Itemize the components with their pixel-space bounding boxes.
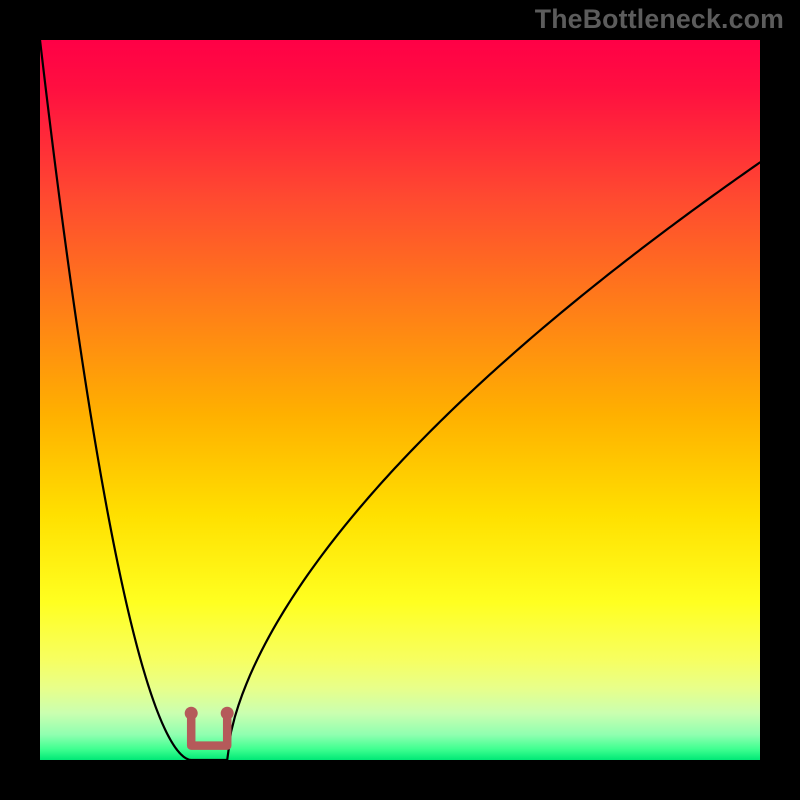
plot-background	[40, 40, 760, 760]
chart-svg	[0, 0, 800, 800]
chart-container: TheBottleneck.com	[0, 0, 800, 800]
